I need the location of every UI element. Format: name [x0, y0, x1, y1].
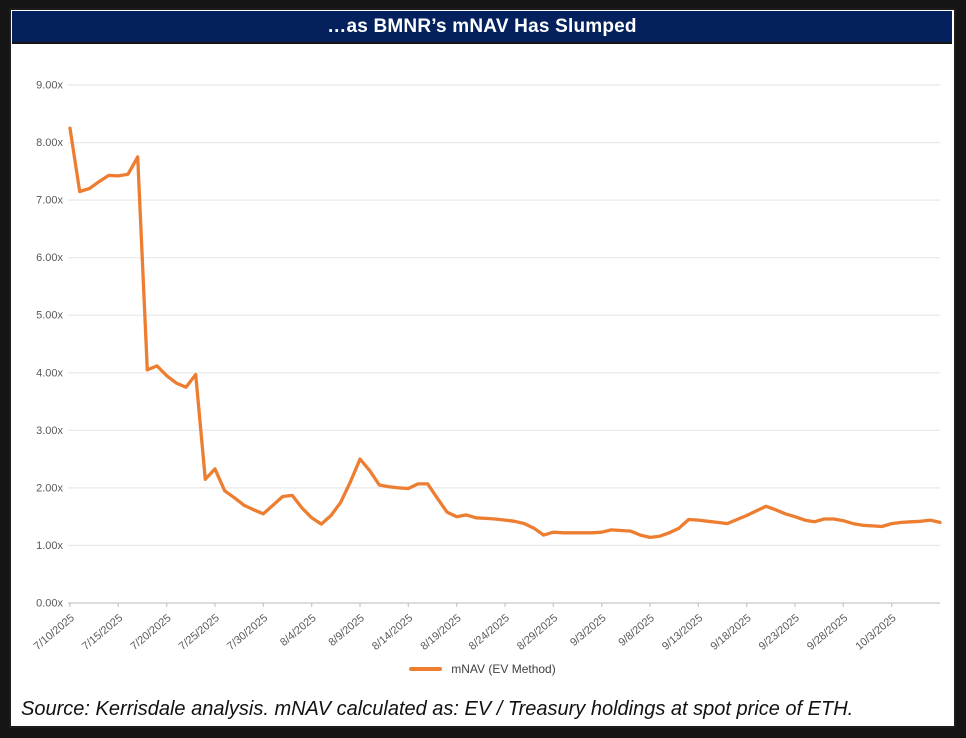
svg-text:1.00x: 1.00x — [36, 540, 63, 552]
svg-text:8/9/2025: 8/9/2025 — [326, 612, 367, 649]
svg-text:7/20/2025: 7/20/2025 — [128, 612, 173, 653]
svg-text:9/23/2025: 9/23/2025 — [757, 612, 802, 653]
svg-text:4.00x: 4.00x — [36, 367, 63, 379]
mnav-series-line — [68, 126, 942, 540]
svg-text:9/13/2025: 9/13/2025 — [660, 612, 705, 653]
svg-text:8/4/2025: 8/4/2025 — [278, 612, 319, 649]
svg-text:3.00x: 3.00x — [36, 425, 63, 437]
svg-text:7/10/2025: 7/10/2025 — [32, 612, 77, 653]
svg-text:7/15/2025: 7/15/2025 — [80, 612, 125, 653]
svg-text:9/18/2025: 9/18/2025 — [708, 612, 753, 653]
svg-text:9/3/2025: 9/3/2025 — [568, 612, 609, 649]
svg-text:8/19/2025: 8/19/2025 — [418, 612, 463, 653]
mnav-line-chart: 0.00x 1.00x 2.00x 3.00x 4.00x 5.00x 6.00x 7.00x… — [32, 80, 942, 653]
svg-text:0.00x: 0.00x — [36, 598, 63, 610]
svg-text:8.00x: 8.00x — [36, 137, 63, 149]
y-gridlines — [68, 84, 940, 546]
svg-text:8/14/2025: 8/14/2025 — [370, 612, 415, 653]
svg-text:7.00x: 7.00x — [36, 195, 63, 207]
svg-text:5.00x: 5.00x — [36, 310, 63, 322]
svg-text:6.00x: 6.00x — [36, 252, 63, 264]
svg-text:2.00x: 2.00x — [36, 482, 63, 494]
chart-card: …as BMNR’s mNAV Has Slumped 0.00x 1.00x 2.… — [9, 8, 956, 728]
legend-line-swatch — [409, 667, 443, 671]
source-note: Source: Kerrisdale analysis. mNAV calcul… — [21, 698, 854, 720]
chart-legend: mNAV (EV Method) — [11, 662, 954, 676]
chart-title-bar: …as BMNR’s mNAV Has Slumped — [12, 11, 952, 44]
chart-title: …as BMNR’s mNAV Has Slumped — [327, 15, 637, 37]
svg-text:8/24/2025: 8/24/2025 — [467, 612, 512, 653]
x-axis-labels: 7/10/2025 7/15/2025 7/20/2025 7/25/2025 7/30… — [32, 612, 899, 653]
y-axis-labels: 0.00x 1.00x 2.00x 3.00x 4.00x 5.00x 6.00x 7.00x… — [36, 80, 63, 610]
svg-text:9/28/2025: 9/28/2025 — [805, 612, 850, 653]
svg-text:9.00x: 9.00x — [36, 80, 63, 92]
legend-label: mNAV (EV Method) — [451, 662, 556, 676]
svg-text:7/30/2025: 7/30/2025 — [225, 612, 270, 653]
svg-text:10/3/2025: 10/3/2025 — [853, 612, 898, 653]
x-axis — [68, 602, 940, 607]
svg-text:8/29/2025: 8/29/2025 — [515, 612, 560, 653]
svg-text:9/8/2025: 9/8/2025 — [616, 612, 657, 649]
svg-text:7/25/2025: 7/25/2025 — [177, 612, 222, 653]
